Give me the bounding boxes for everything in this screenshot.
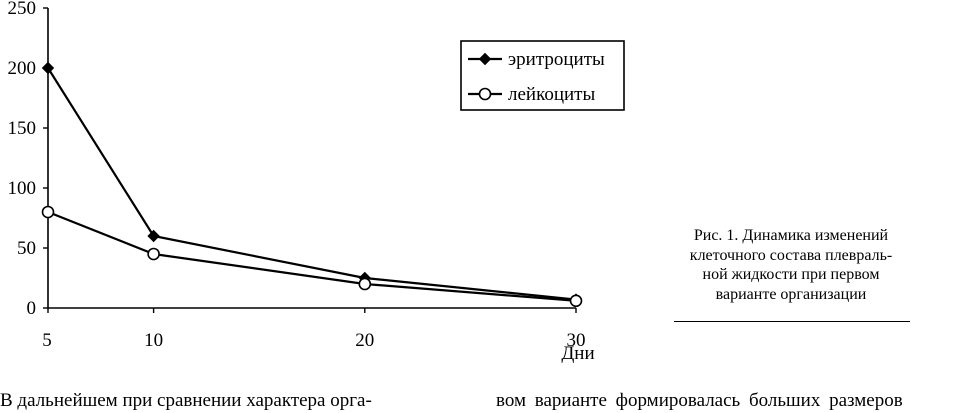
legend-label: эритроциты — [508, 49, 605, 70]
series-line — [47, 210, 577, 302]
x-axis-label: Дни — [561, 343, 594, 364]
data-point — [41, 205, 55, 219]
y-tick-label: 250 — [8, 0, 37, 19]
data-point — [147, 247, 160, 261]
caption-divider — [674, 321, 910, 322]
data-point — [41, 61, 55, 75]
data-point — [569, 294, 583, 308]
y-tick-label: 100 — [8, 178, 37, 199]
data-point — [147, 229, 160, 243]
chart-axes — [47, 8, 576, 309]
x-axis-ticks: 5 10 20 30 — [42, 308, 586, 351]
legend-item: лейкоциты — [468, 84, 595, 105]
legend-marker — [478, 87, 492, 101]
y-tick-label: 0 — [27, 298, 37, 319]
legend-label: лейкоциты — [508, 84, 595, 105]
caption-line: варианте организации — [715, 285, 867, 303]
caption-line: ной жидкости при первом — [702, 266, 880, 283]
x-tick-label: 5 — [42, 330, 52, 351]
x-tick-label: 20 — [355, 330, 374, 351]
y-tick-label: 150 — [8, 118, 37, 139]
chart-legend: эритроциты лейкоциты — [460, 40, 625, 111]
body-text-left: В дальнейшем при сравнении характера орг… — [0, 390, 372, 411]
caption-line: клеточного состава плевраль- — [689, 246, 893, 264]
body-text-right: вом варианте формировалась больших разме… — [496, 390, 903, 411]
data-point — [358, 277, 372, 291]
y-axis-ticks: 0 50 100 150 200 250 — [8, 0, 48, 319]
legend-marker — [478, 52, 492, 66]
caption-line: Рис. 1. Динамика изменений — [693, 227, 889, 244]
y-tick-label: 50 — [17, 238, 36, 259]
series-лейкоциты — [41, 205, 583, 308]
chart-series — [41, 61, 583, 308]
x-tick-label: 10 — [144, 330, 163, 351]
series-line — [47, 67, 577, 301]
legend-item: эритроциты — [468, 49, 605, 70]
y-tick-label: 200 — [8, 58, 37, 79]
x-tick-label: 30 — [567, 330, 586, 351]
figure-caption: Рис. 1. Динамика изменений клеточного со… — [668, 226, 914, 304]
